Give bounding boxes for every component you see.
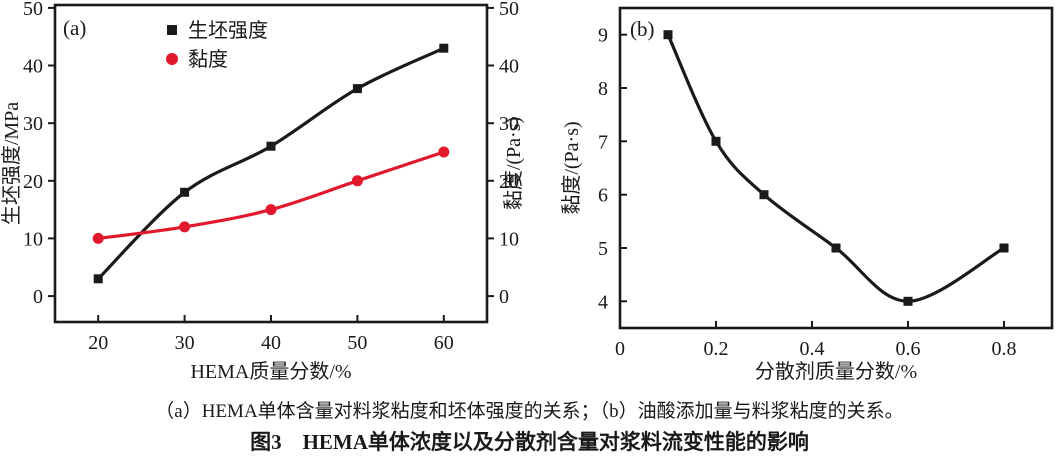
panel-label: (b)	[630, 17, 655, 41]
y-tick-label: 8	[598, 78, 608, 100]
y-tick-label: 20	[23, 171, 43, 193]
y2-tick-label: 50	[499, 0, 519, 20]
series-line	[666, 33, 1006, 303]
x-tick-label: 0.2	[704, 338, 729, 360]
y-tick-label: 6	[598, 185, 608, 207]
y-tick-label: 5	[598, 238, 608, 260]
x-axis-title: 分散剂质量分数/%	[755, 360, 917, 383]
data-point-square	[352, 84, 362, 94]
y-tick-label: 50	[23, 0, 43, 20]
data-point-square	[180, 187, 190, 197]
y-tick-label: 0	[33, 286, 43, 308]
data-point-square	[903, 296, 913, 306]
series-circle	[92, 146, 450, 244]
data-point-square	[831, 243, 841, 253]
data-point-circle	[92, 232, 104, 244]
data-point-square	[759, 190, 769, 200]
data-point-circle	[438, 146, 450, 158]
data-point-square	[663, 30, 673, 40]
y2-tick-label: 40	[499, 56, 519, 78]
x-tick-label: 0.4	[800, 338, 825, 360]
x-axis: 20 30 40 50 60	[88, 315, 454, 354]
y2-tick-label: 0	[499, 286, 509, 308]
figure-title: 图3 HEMA单体浓度以及分散剂含量对浆料流变性能的影响	[250, 430, 809, 454]
y-axis-left: 0 10 20 30 40 50	[23, 0, 55, 308]
data-point-circle	[351, 175, 363, 187]
x-axis: 0 0.2 0.4 0.6 0.8	[615, 321, 1017, 360]
y-tick-label: 4	[598, 291, 608, 313]
y-tick-label: 10	[23, 228, 43, 250]
figure-subcaption: （a）HEMA单体含量对料浆粘度和坯体强度的关系；（b）油酸添加量与料浆粘度的关…	[155, 401, 904, 422]
y-tick-label: 40	[23, 56, 43, 78]
plot-frame	[53, 3, 489, 324]
x-tick-label: 40	[261, 332, 281, 354]
data-point-circle	[265, 204, 277, 216]
y-axis-right: 0 10 20 30 40 50	[487, 0, 519, 308]
y-axis-title: 生坯强度/MPa	[0, 102, 23, 225]
x-tick-label: 20	[88, 332, 108, 354]
data-point-square	[999, 243, 1009, 253]
data-point-square	[93, 274, 103, 284]
x-tick-label: 30	[175, 332, 195, 354]
legend-marker-circle	[166, 53, 178, 65]
series-line	[96, 46, 446, 281]
series-square	[93, 43, 449, 284]
panel-label: (a)	[63, 16, 86, 40]
chart-panel-b: 4 5 6 7 8 9 0 0.2 0.4 0.6 0.8 分散剂质量分数/% 黏度/(Pa·s) (b)	[560, 6, 1054, 383]
y-tick-label: 30	[23, 113, 43, 135]
plot-frame	[618, 6, 1054, 330]
data-point-square	[266, 141, 276, 151]
legend-label: 黏度	[188, 48, 228, 71]
y2-axis-title: 黏度/(Pa·s)	[502, 117, 525, 210]
y-axis-title: 黏度/(Pa·s)	[560, 121, 583, 214]
data-point-square	[711, 136, 721, 146]
legend-label: 生坯强度	[188, 19, 268, 42]
y-tick-label: 7	[598, 131, 608, 153]
series-square	[663, 30, 1009, 306]
y2-tick-label: 10	[499, 228, 519, 250]
x-tick-label: 60	[434, 332, 454, 354]
x-tick-label: 0.8	[992, 338, 1017, 360]
chart-panel-a: 0 10 20 30 40 50 0 10 20 30 40 50 20 30 40 50 60 HEMA质量分数…	[0, 0, 525, 383]
legend-marker-square	[167, 25, 177, 35]
y-axis-left: 4 5 6 7 8 9	[598, 25, 627, 313]
x-tick-label: 0.6	[896, 338, 921, 360]
data-point-circle	[179, 221, 191, 233]
y2-tick-label: 30	[499, 113, 519, 135]
x-tick-label: 0	[615, 338, 625, 360]
y-tick-label: 9	[598, 25, 608, 47]
x-tick-label: 50	[347, 332, 367, 354]
x-axis-title: HEMA质量分数/%	[190, 360, 351, 383]
data-point-square	[439, 43, 449, 53]
y2-tick-label: 20	[499, 171, 519, 193]
